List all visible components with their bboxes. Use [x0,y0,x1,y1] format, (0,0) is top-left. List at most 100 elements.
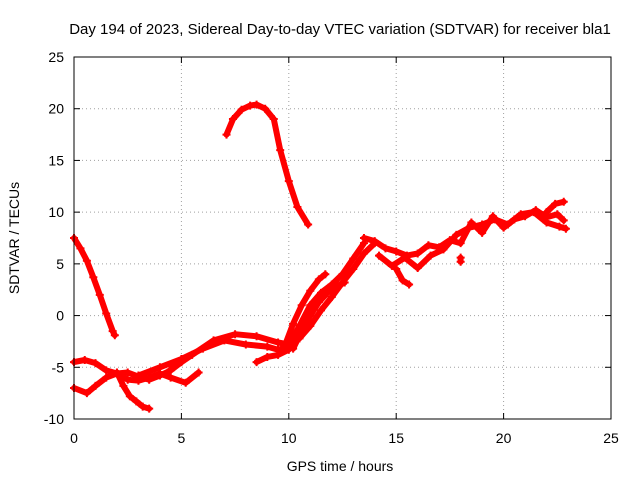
data-point [297,327,306,336]
data-point [321,270,330,279]
data-point [145,373,154,382]
data-point [465,223,474,232]
series-arc-early-decline [70,234,119,340]
data-point [222,130,231,139]
data-point [317,306,326,315]
data-point [263,352,272,361]
data-point [529,208,538,217]
series-point-isolated [456,253,465,266]
series-arc-steep-2 [289,278,349,353]
x-tick-label: 0 [70,430,78,446]
data-point [559,197,568,206]
data-point [82,256,91,265]
data-point [297,301,306,310]
data-point [261,104,270,113]
data-point [491,215,500,224]
data-point [392,265,401,274]
y-tick-label: 10 [48,204,64,220]
y-axis-label: SDTVAR / TECUs [6,182,22,294]
data-point [263,342,272,351]
data-point [82,389,91,398]
grid-lines [74,57,611,419]
data-point [306,301,315,310]
x-axis-label: GPS time / hours [287,458,394,474]
x-tick-label: 20 [496,430,512,446]
data-point [166,365,175,374]
data-point [241,340,250,349]
data-point [413,249,422,258]
data-point [145,404,154,413]
data-point [134,371,143,380]
x-tick-label: 25 [603,430,619,446]
data-point [123,375,132,384]
data-point [209,336,218,345]
data-point [269,115,278,124]
data-point [132,397,141,406]
data-point [340,278,349,287]
data-point [125,392,134,401]
series-line [253,346,292,366]
series-arc-dip [112,368,154,413]
data-point [274,350,283,359]
data-point [400,253,409,262]
data-point [332,282,341,291]
data-point [194,368,203,377]
data-point [119,381,128,390]
data-point [123,368,132,377]
data-point [228,115,237,124]
data-point [381,244,390,253]
y-tick-label: 0 [56,308,64,324]
data-point [274,338,283,347]
data-point [478,228,487,237]
data-point [327,292,336,301]
data-point [252,358,261,367]
data-point [304,220,313,229]
data-point [95,290,104,299]
data-point [110,331,119,340]
data-point [551,199,560,208]
data-point [89,273,98,282]
data-point [478,220,487,229]
data-point [181,378,190,387]
data-point [424,241,433,250]
series-arc-low-late [252,345,293,367]
data-point [138,402,147,411]
series-arc-descend-15 [392,265,414,289]
data-point [306,286,315,295]
data-point [559,216,568,225]
data-point [284,177,293,186]
data-point [387,261,396,270]
x-tick-label: 5 [178,430,186,446]
data-point [323,288,332,297]
data-point [252,100,261,109]
data-point [452,230,461,239]
data-point [561,224,570,233]
series-arc-midday-peak [222,100,313,229]
data-point [231,330,240,339]
data-point [284,345,293,354]
axis-ticks: 0 5 10 15 20 25 -10 -5 0 5 10 15 20 25 [44,49,619,446]
data-point [456,239,465,248]
data-point [503,220,512,229]
y-tick-label: 25 [48,49,64,65]
series-line [167,240,367,373]
y-tick-label: 20 [48,101,64,117]
data-point [542,218,551,227]
data-point [405,280,414,289]
data-point [392,247,401,256]
series-arc-late-tail [542,197,568,217]
y-tick-label: 15 [48,152,64,168]
data-point [108,327,117,336]
data-point [456,253,465,262]
data-point [370,237,379,246]
data-point [314,275,323,284]
data-point [289,319,298,328]
series-line [376,209,569,271]
data-point [314,298,323,307]
data-point [155,363,164,372]
x-tick-label: 10 [281,430,297,446]
data-point [276,146,285,155]
data-point [413,263,422,272]
data-point [293,202,302,211]
